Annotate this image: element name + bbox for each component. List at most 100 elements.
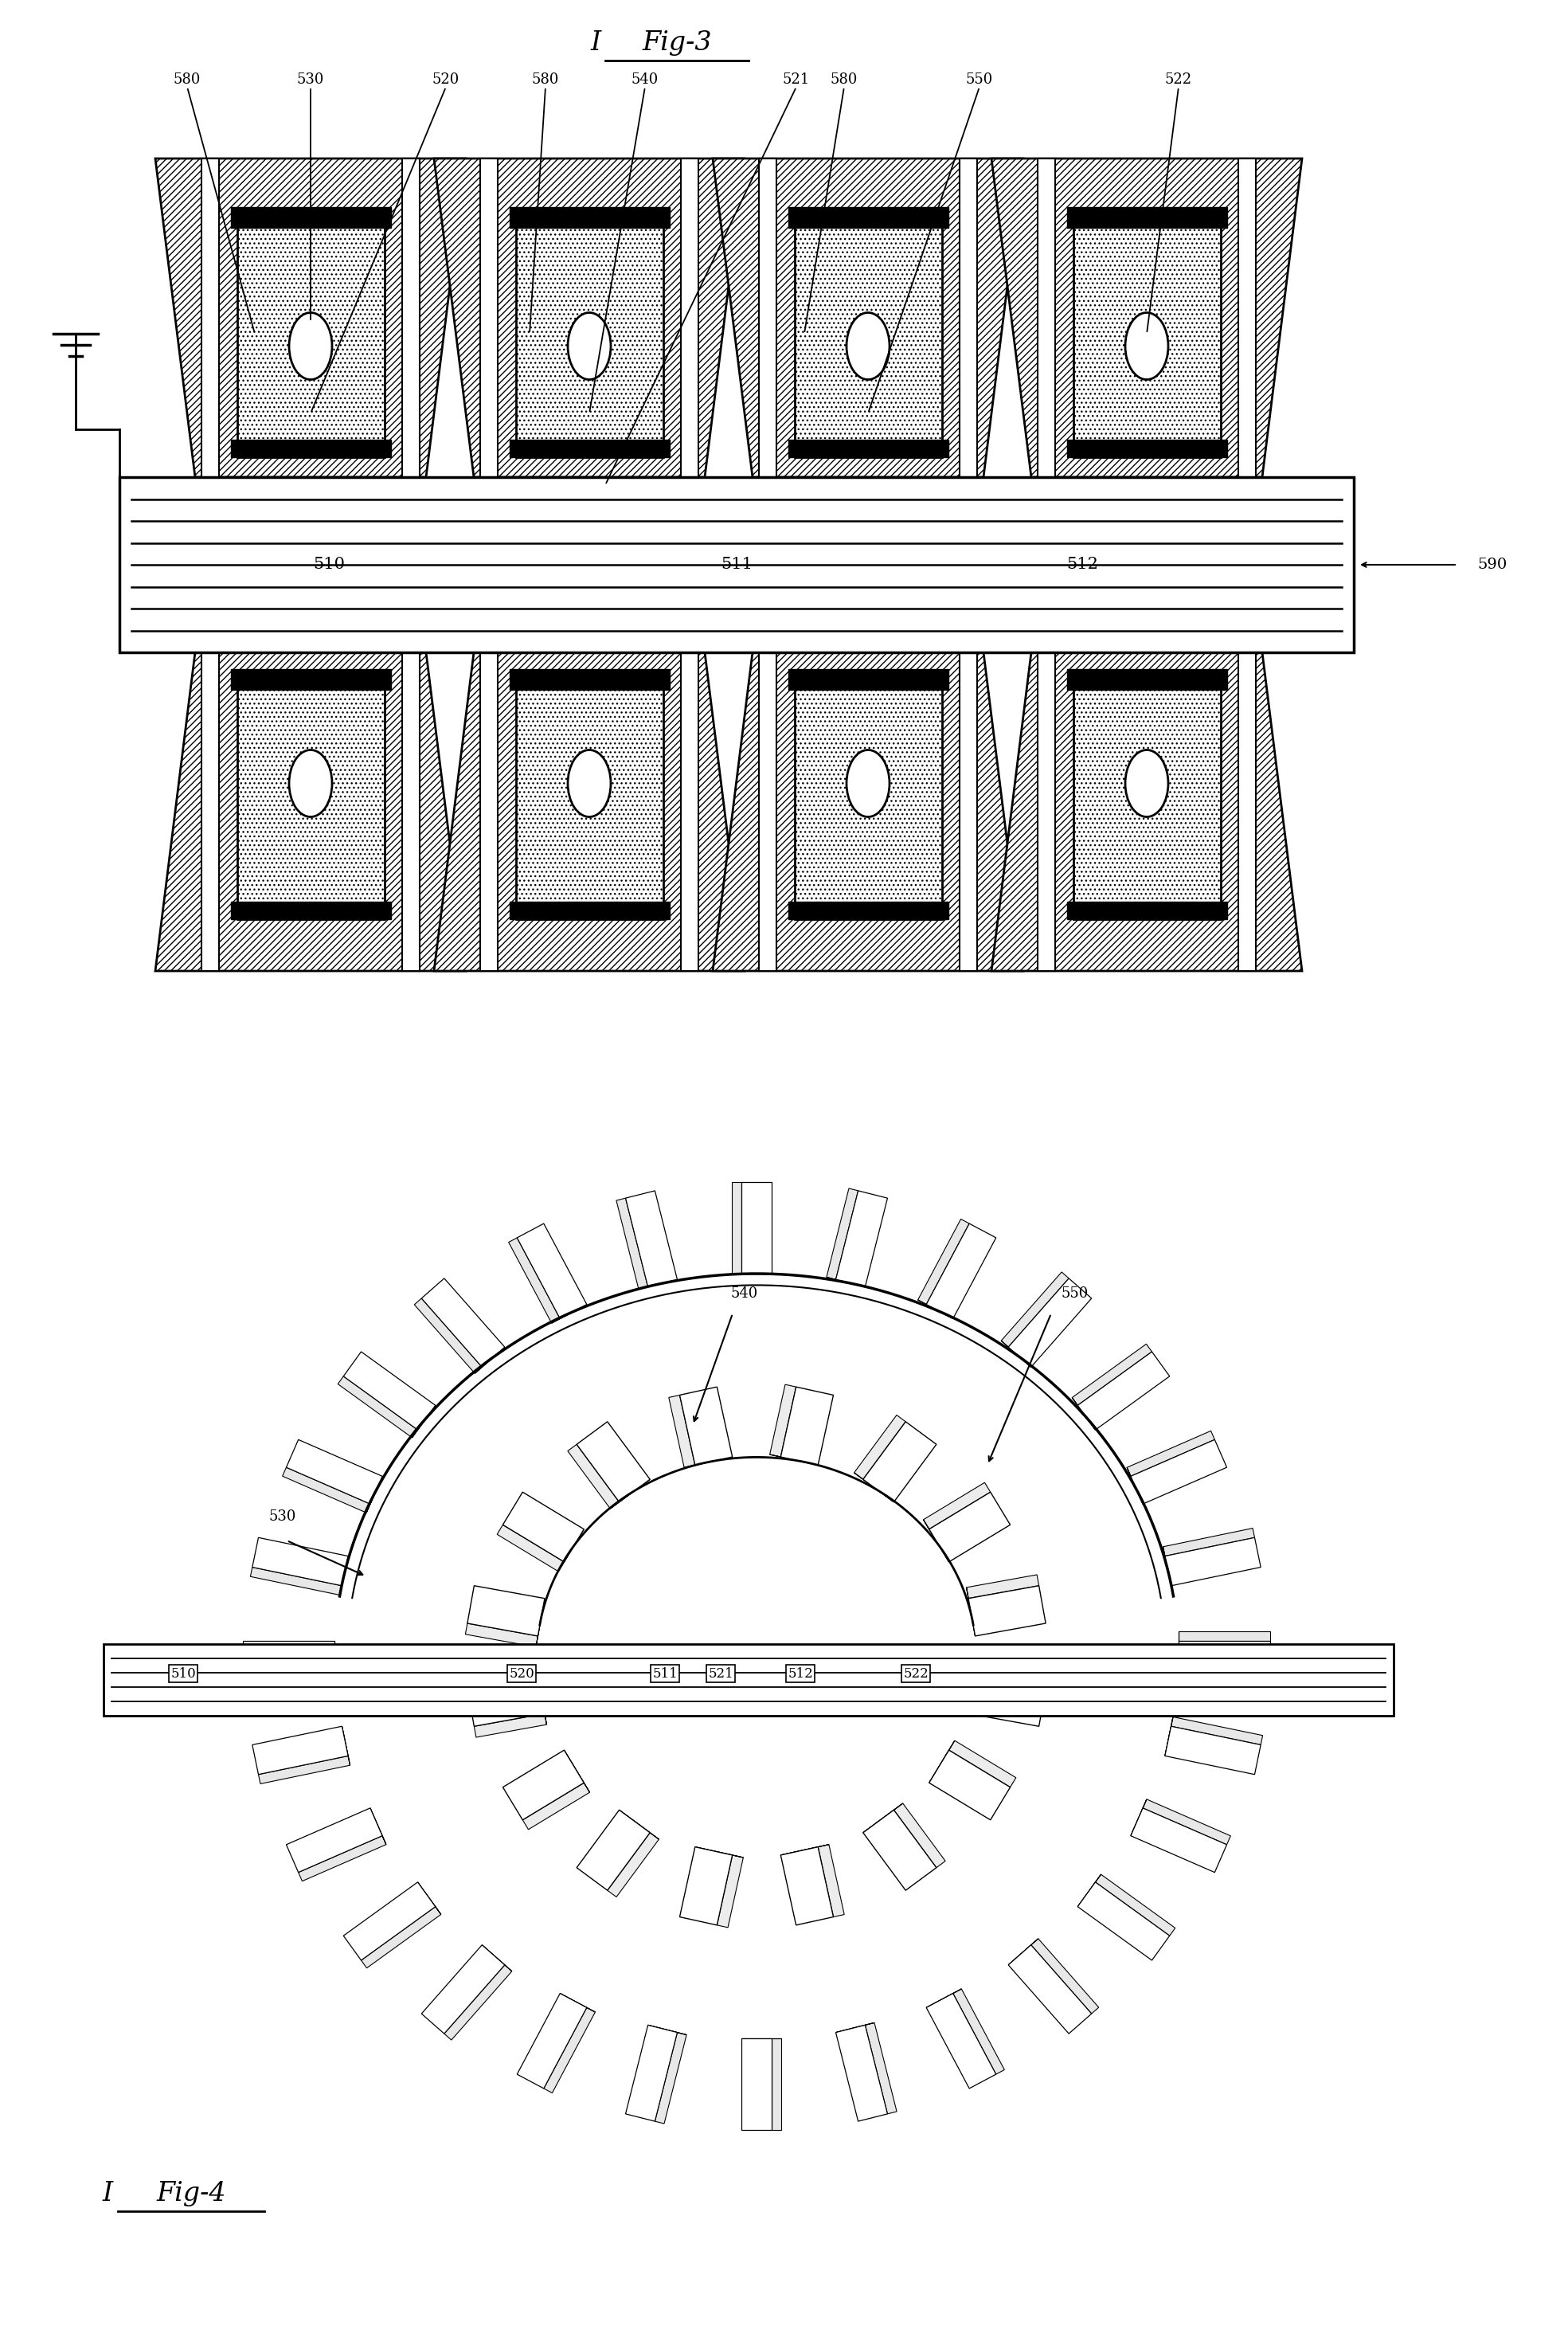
Text: 522: 522 [903,1668,928,1680]
Polygon shape [975,1665,1047,1689]
Polygon shape [679,1386,732,1466]
Polygon shape [616,1198,648,1290]
Polygon shape [568,1445,619,1508]
Polygon shape [337,1377,417,1438]
Bar [237,672,384,918]
Polygon shape [717,1856,743,1929]
Text: 550: 550 [1062,1287,1088,1301]
Polygon shape [467,1586,544,1635]
Polygon shape [1008,1945,1091,2034]
Bar [759,653,776,970]
Polygon shape [742,2039,771,2131]
Polygon shape [670,1395,695,1468]
Polygon shape [361,1907,441,1968]
Bar [1239,653,1256,970]
Polygon shape [930,1750,1010,1820]
Polygon shape [862,1804,903,1832]
Polygon shape [866,2022,897,2114]
Polygon shape [1131,1440,1226,1503]
Text: 510: 510 [314,557,345,573]
Bar [795,211,942,458]
Polygon shape [370,1809,386,1844]
Polygon shape [969,1665,977,1715]
Polygon shape [781,1846,833,1926]
Polygon shape [560,1994,596,2013]
Polygon shape [826,1189,858,1280]
Polygon shape [508,1238,560,1322]
Text: 530: 530 [296,73,325,87]
Polygon shape [626,2025,677,2121]
Polygon shape [287,1440,383,1503]
Bar [681,157,698,477]
Bar [795,672,942,918]
Polygon shape [713,653,1024,970]
Bar [401,157,420,477]
Polygon shape [577,1421,651,1501]
Polygon shape [414,1299,481,1374]
Text: I: I [591,31,601,56]
Polygon shape [367,1475,383,1513]
Polygon shape [517,1994,586,2088]
Bar [960,653,977,970]
Text: 580: 580 [174,73,201,87]
Polygon shape [503,1750,583,1820]
Polygon shape [862,1811,936,1891]
Ellipse shape [289,312,332,381]
Bar [1239,157,1256,477]
Polygon shape [1179,1630,1270,1642]
Bar [480,157,497,477]
Ellipse shape [568,312,612,381]
Polygon shape [1077,1882,1170,1961]
Ellipse shape [1126,749,1168,817]
Text: 540: 540 [632,73,659,87]
Text: 580: 580 [831,73,858,87]
Polygon shape [949,1741,1016,1788]
Polygon shape [444,1964,511,2039]
Polygon shape [1127,1431,1215,1475]
Bar [1068,902,1228,918]
Polygon shape [552,1304,586,1322]
Text: 512: 512 [787,1668,812,1680]
Polygon shape [969,1586,1046,1635]
Bar [510,207,670,228]
Text: Fig-3: Fig-3 [641,31,712,56]
Bar [516,211,663,458]
Bar [789,669,949,691]
Polygon shape [917,1219,969,1304]
Bar [103,1644,1394,1715]
Polygon shape [298,1837,386,1882]
Polygon shape [924,1520,949,1562]
Polygon shape [467,1675,544,1727]
Ellipse shape [847,312,889,381]
Bar [480,653,497,970]
Bar [1074,672,1221,918]
Text: 540: 540 [731,1287,759,1301]
Polygon shape [412,1405,436,1438]
Polygon shape [732,1182,742,1273]
Polygon shape [259,1757,350,1783]
Text: 580: 580 [532,73,560,87]
Polygon shape [155,157,466,477]
Polygon shape [626,1191,677,1287]
Text: Fig-4: Fig-4 [157,2180,226,2206]
Polygon shape [953,1990,1005,2074]
Bar [1068,207,1228,228]
Polygon shape [619,1811,659,1839]
Bar [230,207,390,228]
Polygon shape [252,1727,348,1773]
Polygon shape [607,1832,659,1898]
Polygon shape [713,157,1024,477]
Polygon shape [966,1588,975,1635]
Polygon shape [770,1454,818,1466]
Polygon shape [422,1945,505,2034]
Polygon shape [1179,1642,1270,1670]
Bar [237,211,384,458]
Polygon shape [343,1351,436,1431]
Polygon shape [818,1844,844,1917]
Bar [510,902,670,918]
Polygon shape [564,1750,590,1792]
Polygon shape [340,1555,348,1595]
Bar [516,672,663,918]
Bar [230,439,390,458]
Polygon shape [155,653,466,970]
